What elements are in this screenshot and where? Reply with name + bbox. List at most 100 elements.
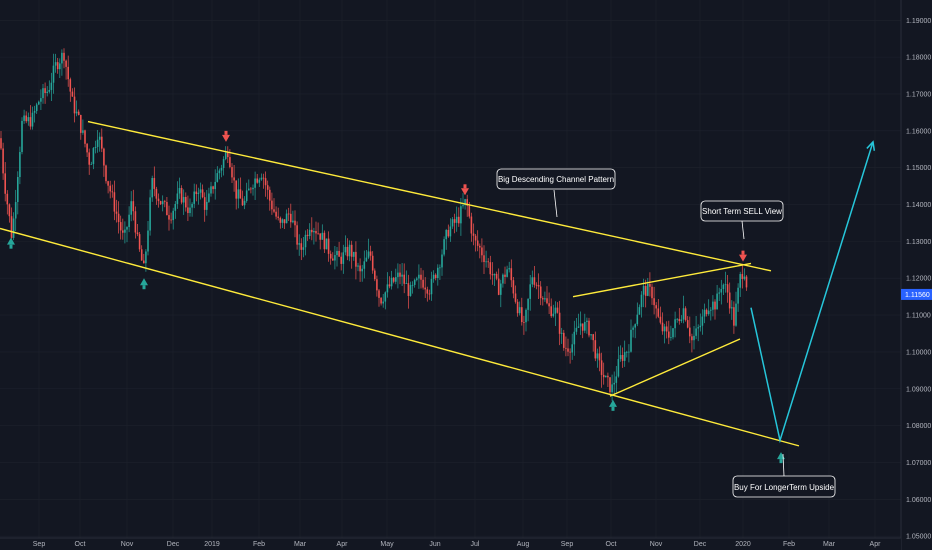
candle-body (266, 185, 269, 190)
candle-body (174, 203, 177, 211)
candle-body (235, 180, 237, 199)
candle-body (33, 111, 36, 113)
candle-body (52, 65, 55, 83)
time-tick-label: Dec (167, 541, 180, 548)
candle-body (201, 189, 204, 198)
candle-body (537, 285, 540, 287)
candle-body (2, 148, 4, 174)
candle-body (107, 181, 109, 186)
channel-callout[interactable]: Big Descending Channel Pattern (496, 168, 616, 218)
candle-body (344, 246, 347, 253)
candle-body (722, 284, 725, 290)
candle-body (533, 277, 536, 285)
grid (0, 0, 901, 538)
candle-body (273, 209, 275, 212)
candle-body (428, 293, 431, 295)
time-tick-label: Feb (253, 541, 265, 548)
channel-callout-box (496, 168, 616, 190)
candle-body (579, 323, 582, 327)
candle-body (378, 290, 380, 298)
candle-body (153, 177, 156, 189)
candle-body (111, 191, 114, 193)
candle-body (623, 352, 626, 361)
candle-body (464, 199, 466, 206)
candle-body (430, 278, 433, 295)
candle-body (371, 255, 374, 271)
candle-body (636, 314, 639, 325)
time-tick-label: May (380, 541, 394, 548)
price-tick-label: 1.13000 (906, 239, 931, 246)
candle-body (397, 272, 399, 278)
candle-body (653, 298, 655, 306)
candle-body (506, 269, 508, 277)
candle-body (233, 177, 235, 181)
candle-body (0, 138, 2, 149)
candle-body (269, 189, 271, 201)
candle-body (302, 247, 305, 250)
candle-body (724, 284, 727, 286)
candle-body (243, 200, 246, 206)
candle-body (697, 327, 699, 329)
candle-body (222, 159, 225, 168)
candle-body (657, 308, 660, 317)
candle-body (84, 130, 86, 144)
candle-body (23, 115, 25, 121)
candle-body (395, 277, 397, 282)
candle-body (290, 213, 292, 223)
candle-body (487, 261, 489, 263)
price-tick-label: 1.11000 (906, 313, 931, 320)
candle-body (262, 177, 265, 179)
candle-body (44, 88, 46, 94)
candle-body (590, 334, 592, 336)
candle-body (14, 202, 17, 219)
channel-callout-label: Big Descending Channel Pattern (498, 175, 614, 184)
buy-callout[interactable]: Buy For LongerTerm Upside (732, 453, 836, 498)
candle-body (655, 305, 657, 309)
candle-body (317, 233, 319, 235)
candle-body (615, 376, 618, 383)
candle-body (340, 256, 342, 264)
candle-body (71, 91, 74, 97)
candle-body (663, 326, 666, 332)
candle-body (735, 303, 737, 326)
candle-body (659, 316, 662, 323)
candle-body (676, 318, 678, 320)
candle-body (502, 274, 504, 284)
candle-body (695, 328, 697, 336)
candle-body (649, 283, 651, 287)
candle-body (327, 238, 330, 254)
time-tick-label: Mar (294, 541, 307, 548)
candle-body (605, 375, 607, 378)
candle-body (619, 355, 622, 359)
candle-body (182, 196, 185, 203)
candle-body (170, 219, 172, 221)
candle-body (504, 274, 506, 277)
candle-body (426, 289, 429, 294)
candle-body (527, 298, 529, 310)
candle-body (451, 219, 454, 227)
candle-body (556, 307, 559, 313)
candle-body (281, 219, 284, 223)
candle-body (69, 79, 72, 92)
candle-body (628, 351, 630, 353)
sell-callout[interactable]: Short Term SELL View (700, 200, 784, 240)
candle-body (476, 240, 479, 246)
candle-body (525, 309, 527, 323)
candle-body (67, 66, 69, 80)
candle-body (510, 268, 513, 281)
candle-body (682, 308, 685, 320)
candle-body (355, 251, 357, 267)
candle-body (306, 234, 309, 237)
candle-body (621, 355, 624, 361)
candle-body (489, 262, 492, 275)
candle-body (6, 193, 9, 205)
candle-body (678, 318, 681, 322)
candle-body (449, 226, 452, 237)
candle-body (670, 337, 672, 339)
candle-body (119, 222, 122, 231)
candle-body (332, 258, 334, 261)
candle-body (544, 298, 546, 300)
candle-body (644, 285, 647, 296)
candle-body (90, 163, 93, 165)
